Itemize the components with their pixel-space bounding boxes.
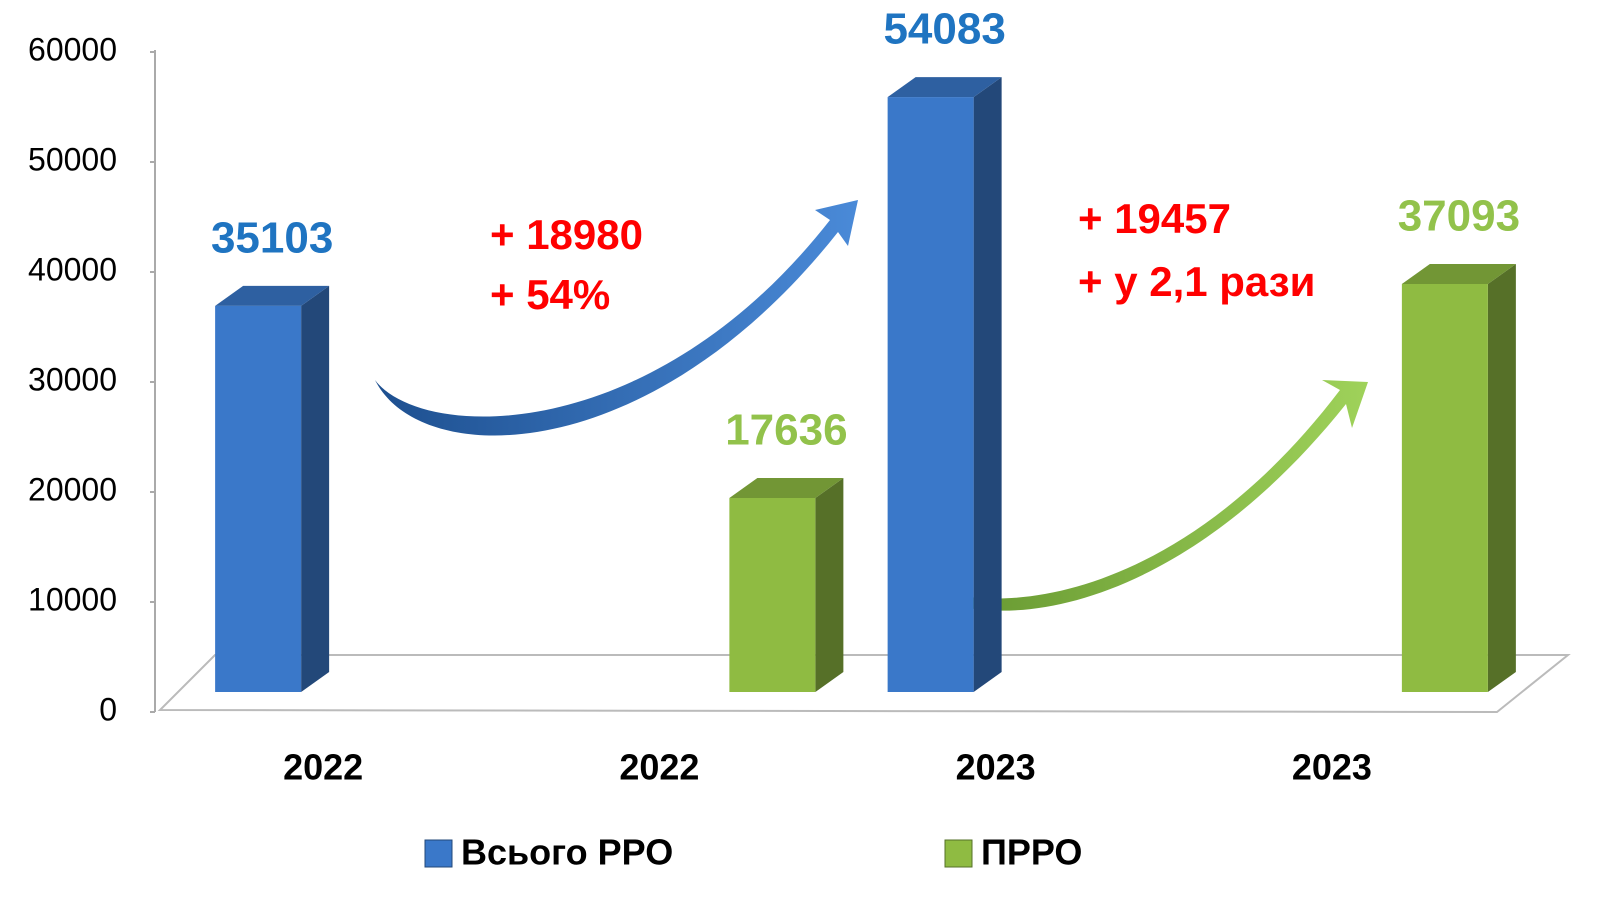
data-label: 37093 [1398,192,1520,241]
y-tick-label: 0 [99,691,117,727]
arrow [375,200,858,436]
legend-swatch [944,839,973,868]
y-tick-label: 40000 [28,251,117,287]
y-tick-label: 10000 [28,581,117,617]
x-tick-label: 2023 [956,747,1036,788]
legend-label: Всього РРО [461,832,673,873]
bar-top [887,77,1002,98]
bar-side [301,285,330,692]
y-tick-label: 50000 [28,141,117,177]
annotation: + у 2,1 рази [1078,258,1316,305]
y-tick-label: 20000 [28,471,117,507]
legend-label: ПРРО [981,832,1082,873]
bar-top [215,285,330,306]
data-label: 17636 [725,406,847,455]
bar [1401,283,1488,692]
bar-side [973,77,1002,693]
legend-swatch [424,839,453,868]
data-label: 35103 [211,213,333,262]
bar-side [815,478,844,692]
y-tick-label: 60000 [28,31,117,67]
bar [887,97,974,693]
annotation: + 19457 [1078,195,1231,242]
bar [215,305,302,692]
annotation: + 18980 [490,211,643,258]
y-tick-label: 30000 [28,361,117,397]
bar [729,498,816,692]
bar-top [729,478,844,499]
bar-top [1401,263,1516,284]
x-tick-label: 2023 [1292,747,1372,788]
x-tick-label: 2022 [283,747,363,788]
annotation: + 54% [490,271,610,318]
bar-side [1487,263,1516,692]
floor [157,654,1571,714]
x-tick-label: 2022 [619,747,699,788]
data-label: 54083 [883,5,1005,54]
